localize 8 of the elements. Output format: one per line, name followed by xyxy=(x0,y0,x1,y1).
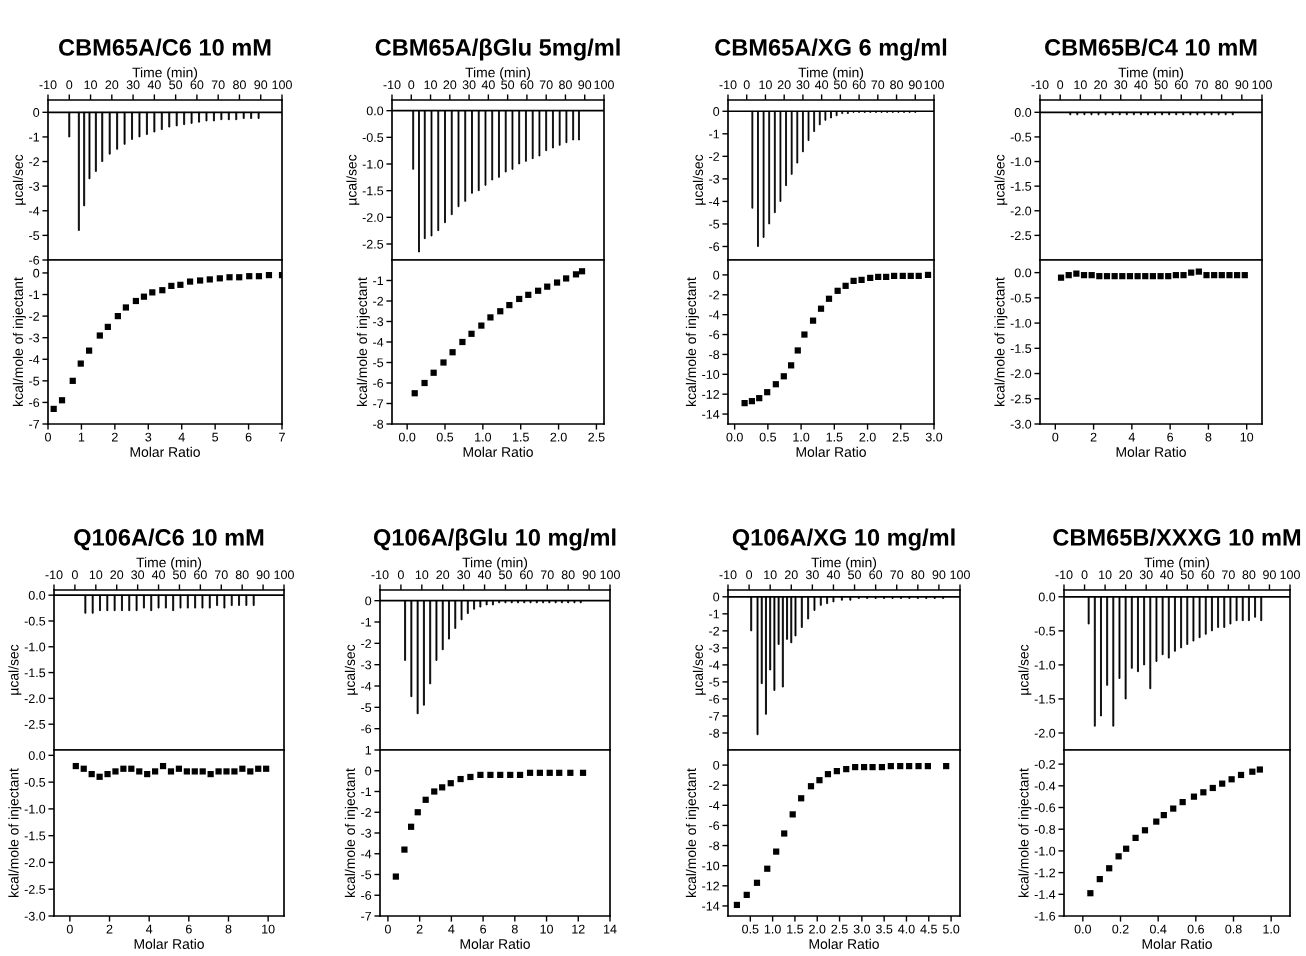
chart-title: CBM65B/XXXG 10 mM xyxy=(1053,528,1301,547)
chart-title: Q106A/C6 10 mM xyxy=(74,528,264,551)
chart-title: CBM65A/βGlu 5mg/ml xyxy=(375,38,620,61)
chart-title: Q106A/XG 10 mg/ml xyxy=(732,528,955,551)
chart-title: CBM65A/C6 10 mM xyxy=(59,38,271,57)
chart-title: CBM65A/XG 6 mg/ml xyxy=(715,38,947,61)
chart-title: Q106A/βGlu 10 mg/ml xyxy=(373,528,616,551)
chart-title: CBM65B/C4 10 mM xyxy=(1045,38,1257,57)
